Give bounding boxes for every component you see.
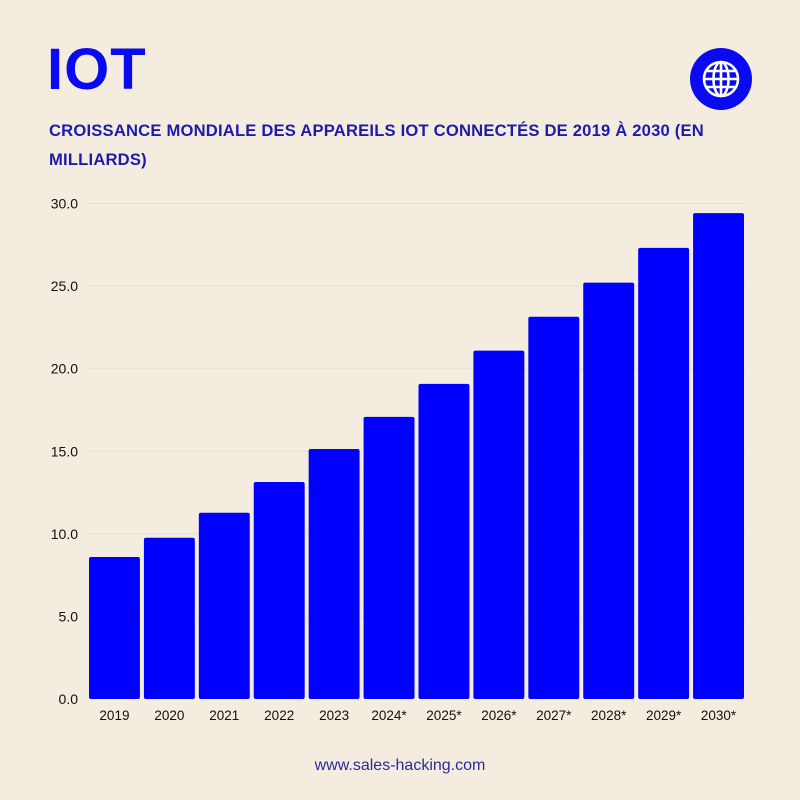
bar: [693, 213, 744, 700]
y-tick-label: 20.0: [51, 361, 78, 377]
bar: [473, 350, 525, 699]
bar: [528, 316, 580, 699]
y-tick-label: 10.0: [51, 526, 78, 542]
bar: [89, 556, 140, 699]
x-tick-label: 2025*: [426, 708, 462, 723]
bar: [363, 416, 415, 699]
y-tick-label: 30.0: [51, 196, 78, 212]
bar: [308, 448, 360, 699]
x-tick-label: 2019: [99, 708, 129, 723]
bar: [143, 537, 195, 699]
bar: [638, 247, 690, 699]
x-tick-label: 2028*: [591, 708, 627, 723]
x-tick-label: 2024*: [371, 708, 407, 723]
bar: [418, 383, 470, 699]
page-title: IOT: [47, 37, 147, 102]
bar: [253, 481, 305, 699]
globe-icon: [690, 48, 752, 110]
y-tick-label: 5.0: [59, 608, 79, 624]
x-tick-label: 2020: [154, 708, 184, 723]
y-tick-label: 15.0: [51, 443, 78, 459]
x-tick-label: 2029*: [646, 708, 682, 723]
bar: [198, 512, 250, 699]
x-tick-label: 2026*: [481, 708, 517, 723]
chart-subtitle: CROISSANCE MONDIALE DES APPAREILS IOT CO…: [49, 121, 704, 169]
x-tick-label: 2023: [319, 708, 349, 723]
bar: [583, 282, 635, 699]
bar-chart: 0.0 5.0 10.0 15.0 20.0 25.0 30.0 2019 2020 2021 20…: [51, 196, 746, 723]
x-tick-label: 2027*: [536, 708, 572, 723]
x-tick-label: 2022: [264, 708, 294, 723]
y-tick-label: 0.0: [59, 691, 79, 707]
x-tick-label: 2030*: [701, 708, 737, 723]
footer-url[interactable]: www.sales-hacking.com: [314, 757, 486, 774]
y-tick-label: 25.0: [51, 278, 78, 294]
x-tick-label: 2021: [209, 708, 239, 723]
